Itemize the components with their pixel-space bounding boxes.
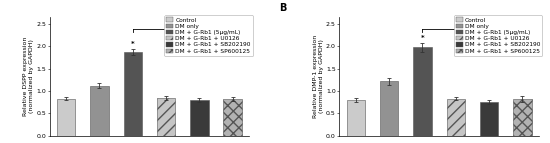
Text: B: B xyxy=(279,3,287,13)
Bar xyxy=(90,86,108,136)
Bar xyxy=(346,100,365,136)
Text: #: # xyxy=(469,20,476,29)
Bar xyxy=(223,99,242,136)
Bar xyxy=(480,102,498,136)
Bar xyxy=(380,81,398,136)
Bar xyxy=(157,98,175,136)
Y-axis label: Relative DSPP expression
(normalized by GAPDH): Relative DSPP expression (normalized by … xyxy=(23,37,34,116)
Bar xyxy=(57,99,75,136)
Bar xyxy=(413,47,432,136)
Legend: Control, DM only, DM + G-Rb1 (5μg/mL), DM + G-Rb1 + U0126, DM + G-Rb1 + SB202190: Control, DM only, DM + G-Rb1 (5μg/mL), D… xyxy=(454,15,542,56)
Bar xyxy=(124,52,142,136)
Y-axis label: Relative DMP-1 expression
(normalized by GAPDH): Relative DMP-1 expression (normalized by… xyxy=(312,35,324,118)
Bar xyxy=(513,99,531,136)
Text: *: * xyxy=(421,35,424,41)
Text: *: * xyxy=(131,41,135,47)
Bar xyxy=(447,99,465,136)
Legend: Control, DM only, DM + G-Rb1 (5μg/mL), DM + G-Rb1 + U0126, DM + G-Rb1 + SB202190: Control, DM only, DM + G-Rb1 (5μg/mL), D… xyxy=(164,15,252,56)
Bar xyxy=(190,100,208,136)
Text: #: # xyxy=(179,20,186,29)
